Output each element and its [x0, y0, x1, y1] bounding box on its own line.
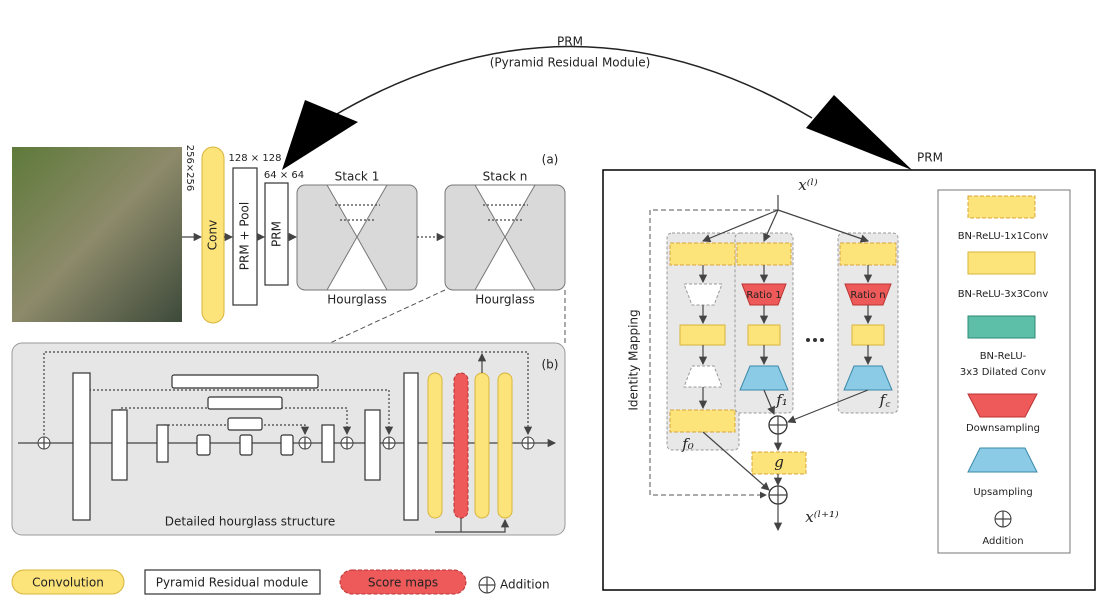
ratio-label: Ratio n: [850, 290, 885, 301]
legend-label: BN-ReLU-1x1Conv: [958, 231, 1049, 242]
legend-label: Upsampling: [973, 487, 1032, 498]
f-label: f₀: [681, 435, 694, 453]
hourglass-detail: [172, 375, 318, 388]
prm-structure: [840, 243, 896, 265]
panel-a-label: (a): [542, 153, 559, 167]
prm-input: x⁽ˡ⁾: [798, 176, 818, 194]
prm-structure: [670, 243, 735, 265]
legend-swatch: [995, 511, 1011, 527]
g-label: g: [774, 453, 784, 471]
f-label: f₁: [775, 391, 788, 409]
prm-structure: [670, 410, 735, 432]
legend-label: Addition: [982, 536, 1023, 547]
prm-structure: [650, 195, 898, 530]
prm-pool-label: PRM + Pool: [238, 202, 252, 270]
ratio-label: Ratio 1: [746, 290, 781, 301]
hourglass-detail: [365, 410, 380, 480]
legend-label: Pyramid Residual module: [156, 576, 309, 590]
identity-label: Identity Mapping: [627, 309, 641, 410]
prm-structure: [813, 338, 817, 342]
legend-label: Downsampling: [966, 423, 1040, 434]
hourglass-detail: [208, 397, 282, 409]
hourglass-detail: [404, 373, 418, 520]
arc-title: PRM: [557, 35, 583, 49]
legend-swatch: [968, 252, 1035, 274]
size-128: 128 × 128: [229, 153, 282, 164]
prm-structure: [748, 325, 780, 345]
hourglass-2: [445, 185, 565, 290]
panel-b-label: (b): [542, 358, 559, 372]
size-64: 64 × 64: [264, 170, 304, 181]
stack-n: Stack n: [483, 170, 528, 184]
legend-label: 3x3 Dilated Conv: [960, 367, 1046, 378]
arc-head-left: [282, 100, 358, 170]
prm-output: x⁽ˡ⁺¹⁾: [805, 508, 839, 526]
hourglass-detail: [281, 435, 293, 455]
legend-swatch: [968, 394, 1037, 417]
hourglass-label: Hourglass: [475, 293, 535, 307]
hourglass-detail: [475, 373, 489, 518]
conv-label: Conv: [206, 220, 220, 250]
legend-swatch: [968, 448, 1037, 472]
legend-swatch: [479, 577, 495, 593]
hourglass-detail: [240, 435, 252, 455]
hourglass-detail: [73, 373, 90, 520]
prm-structure: [820, 338, 824, 342]
input-size: 256×256: [184, 145, 195, 192]
arc-subtitle: (Pyramid Residual Module): [490, 56, 651, 70]
prm-structure: [737, 243, 791, 265]
legend-swatch: [968, 196, 1035, 218]
legend-label: BN-ReLU-3x3Conv: [958, 289, 1049, 300]
legend-label: Addition: [500, 578, 550, 592]
legend-label: BN-ReLU-: [980, 351, 1027, 362]
hourglass-detail: [228, 418, 262, 430]
hourglass-detail: [157, 425, 168, 462]
hourglass-detail: [454, 373, 468, 518]
legend-label: Score maps: [368, 576, 438, 590]
f-label: f꜀: [879, 391, 892, 409]
prm-label: PRM: [270, 221, 284, 247]
hourglass-detail: [197, 435, 210, 455]
diagram: PRM (Pyramid Residual Module) 256×256 Co…: [0, 0, 1102, 595]
hourglass-detail: [498, 373, 512, 518]
hourglass-detail: [322, 425, 334, 462]
prm-structure: [852, 325, 884, 345]
legend-label: Convolution: [32, 576, 104, 590]
hourglass-label: Hourglass: [327, 293, 387, 307]
hourglass-detail: [112, 410, 127, 480]
stack-1: Stack 1: [335, 170, 380, 184]
panel-b-caption: Detailed hourglass structure: [165, 515, 336, 529]
input-photo: [12, 147, 182, 322]
prm-title: PRM: [917, 151, 943, 165]
arc-head-right: [806, 95, 912, 170]
hourglass-detail: [428, 373, 442, 518]
hourglass-1: [297, 185, 417, 290]
prm-structure: [680, 325, 725, 345]
legend-swatch: [968, 316, 1035, 338]
prm-structure: [806, 338, 810, 342]
